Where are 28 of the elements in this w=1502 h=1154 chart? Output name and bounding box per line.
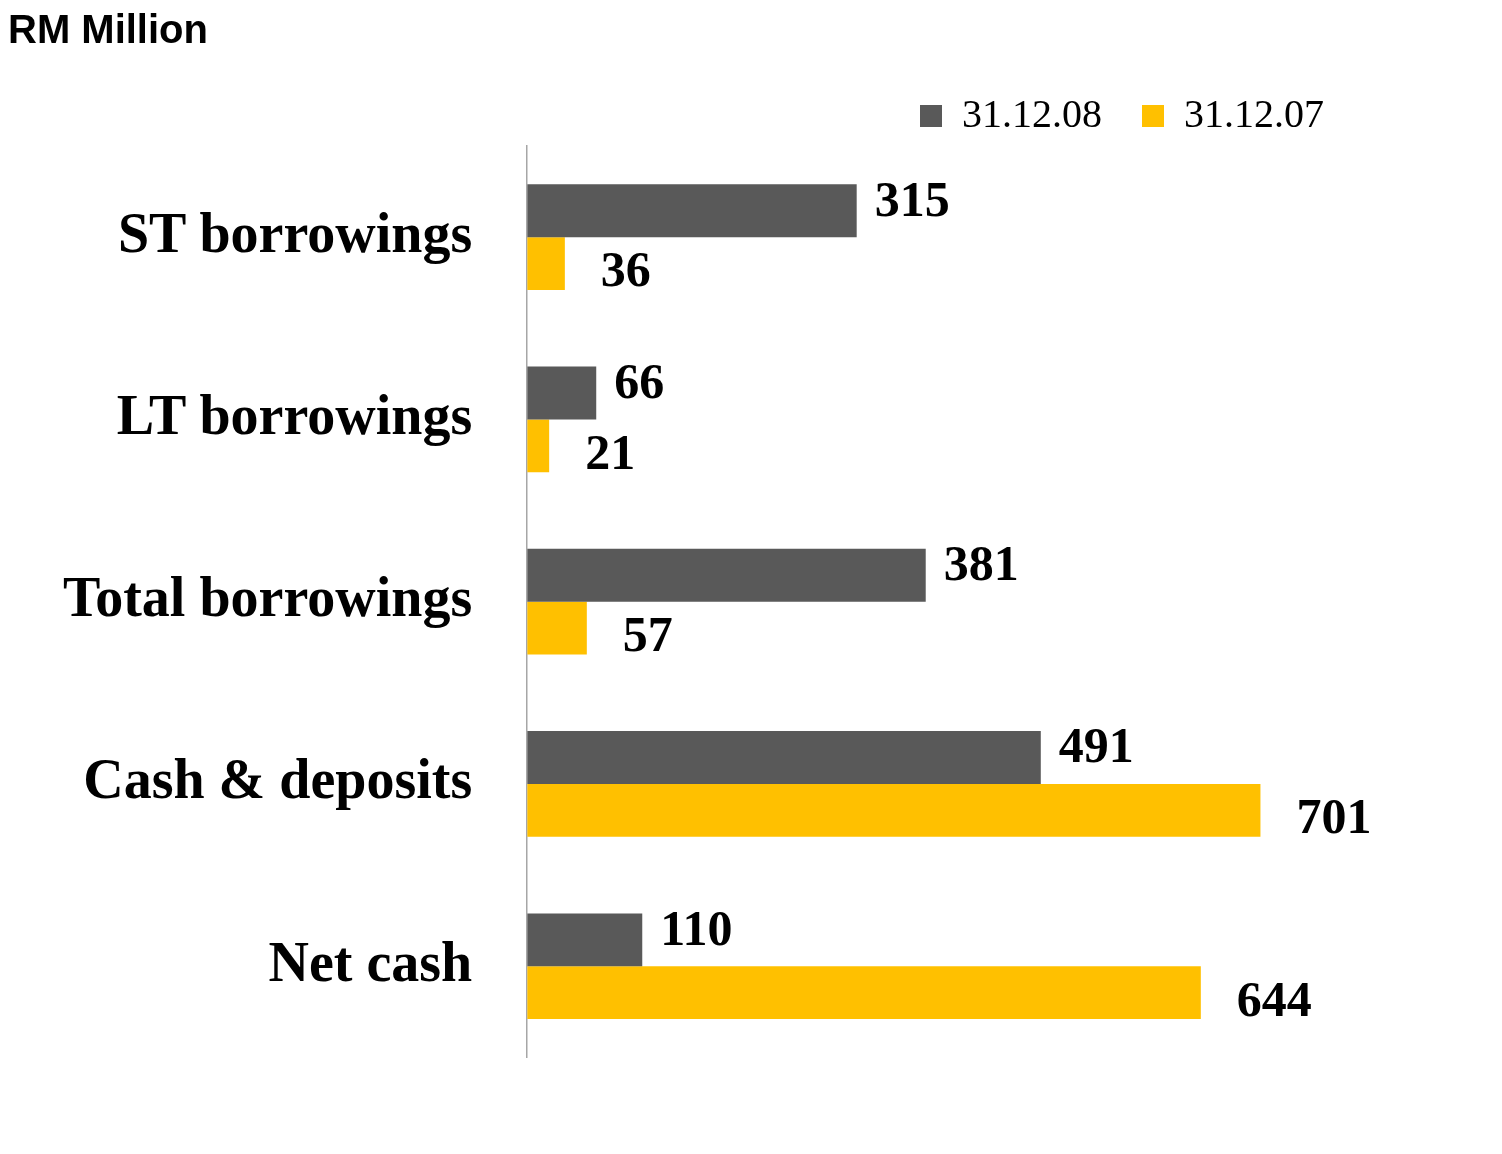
y-tick-label: Total borrowings	[63, 566, 473, 629]
legend-label: 31.12.07	[1184, 90, 1324, 136]
data-label: 57	[622, 606, 673, 663]
bar	[527, 731, 1041, 784]
bar	[527, 783, 1261, 837]
data-label: 701	[1296, 788, 1372, 845]
legend-label: 31.12.08	[962, 90, 1102, 136]
data-label: 110	[660, 899, 733, 956]
bar	[527, 601, 587, 655]
bar	[527, 237, 565, 290]
y-tick-label: ST borrowings	[117, 201, 473, 264]
bar	[527, 913, 643, 967]
data-label: 381	[943, 535, 1019, 592]
bar	[527, 366, 597, 420]
data-label: 66	[614, 352, 665, 409]
y-tick-label: Cash & deposits	[83, 748, 473, 811]
y-tick-label: Net cash	[268, 930, 473, 993]
bar	[527, 966, 1201, 1020]
bar	[527, 184, 857, 238]
data-label: 644	[1236, 970, 1312, 1027]
y-tick-label: LT borrowings	[116, 383, 473, 446]
bar	[527, 419, 550, 473]
text: RM Million	[8, 7, 208, 52]
data-label: 36	[600, 241, 651, 298]
data-label: 21	[585, 423, 636, 480]
data-label: 315	[874, 170, 950, 227]
data-label: 491	[1058, 717, 1134, 774]
bar	[527, 548, 926, 602]
